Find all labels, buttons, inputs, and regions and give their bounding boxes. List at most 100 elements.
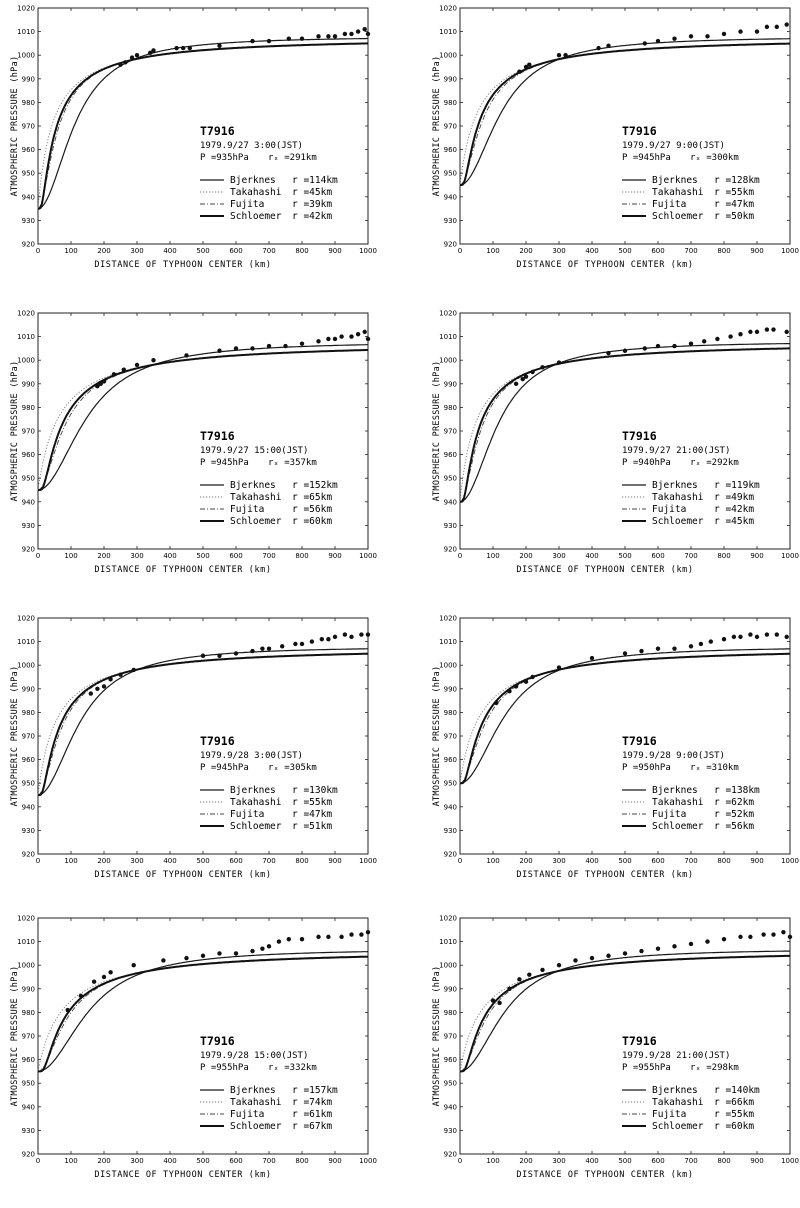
observation-point [764, 24, 770, 30]
y-axis-label: ATMOSPHERIC PRESSURE (hPa) [432, 666, 442, 807]
x-tick-label: 300 [130, 247, 143, 255]
x-tick-label: 100 [64, 247, 77, 255]
x-tick-label: 1000 [359, 1157, 377, 1165]
observation-point [530, 369, 535, 375]
y-tick-label: 950 [22, 475, 35, 483]
x-tick-label: 100 [486, 1157, 499, 1165]
observation-point [754, 29, 760, 34]
series-curve-takahashi [37, 653, 368, 796]
y-tick-label: 970 [22, 123, 35, 131]
observation-point [365, 929, 371, 935]
observation-point [101, 974, 107, 980]
series-curve-fujita [37, 349, 369, 491]
y-axis-label: ATMOSPHERIC PRESSURE (hPa) [10, 361, 20, 502]
x-tick-label: 500 [196, 247, 209, 255]
observation-point [108, 970, 113, 975]
observation-point [129, 55, 135, 60]
y-tick-label: 1000 [17, 962, 35, 970]
y-tick-label: 1000 [17, 357, 35, 365]
x-tick-label: 700 [684, 1157, 697, 1165]
y-tick-label: 960 [22, 1056, 35, 1064]
x-tick-label: 1000 [781, 247, 799, 255]
y-tick-label: 1010 [439, 28, 457, 36]
observation-point [702, 339, 707, 344]
observation-point [276, 939, 282, 944]
legend-label: Bjerknes [652, 785, 698, 796]
legend-label: Fujita [652, 1109, 686, 1120]
x-tick-label: 400 [585, 247, 598, 255]
central-pressure: P =935hPa [200, 153, 249, 163]
observation-point [266, 343, 272, 349]
y-tick-label: 1010 [17, 938, 35, 946]
x-axis-label: DISTANCE OF TYPHOON CENTER (km) [516, 565, 693, 575]
x-tick-label: 800 [295, 857, 308, 865]
central-pressure: P =945hPa [622, 153, 671, 163]
observation-point [108, 677, 113, 682]
y-tick-label: 980 [22, 99, 35, 107]
observation-point [513, 381, 519, 386]
y-tick-label: 1020 [17, 5, 35, 13]
y-tick-label: 1000 [439, 357, 457, 365]
x-tick-label: 500 [196, 552, 209, 560]
observation-point [784, 22, 789, 27]
observation-point [573, 958, 578, 963]
x-tick-label: 1000 [781, 1157, 799, 1165]
observation-point [540, 365, 545, 370]
y-tick-label: 930 [444, 1127, 457, 1135]
legend-label: Bjerknes [652, 175, 698, 186]
y-tick-label: 940 [22, 1103, 35, 1111]
x-tick-label: 0 [458, 857, 462, 865]
legend-radius: r =47km [292, 809, 332, 820]
observation-point [123, 60, 128, 65]
legend-label: Takahashi [652, 492, 704, 503]
x-tick-label: 0 [458, 247, 462, 255]
observation-point [184, 353, 189, 358]
y-tick-label: 1020 [17, 615, 35, 623]
y-tick-label: 930 [22, 217, 35, 225]
x-axis-label: DISTANCE OF TYPHOON CENTER (km) [94, 260, 271, 270]
observation-point [217, 43, 222, 48]
legend-radius: r =74km [292, 1097, 332, 1108]
legend-radius: r =138km [714, 785, 760, 796]
typhoon-id: T7916 [622, 124, 657, 138]
observation-point [332, 336, 338, 342]
central-pressure: P =950hPa [622, 763, 671, 773]
observation-point [148, 50, 153, 56]
observation-point [283, 343, 288, 349]
series-curve-bjerknes [459, 950, 791, 1072]
observation-point [596, 45, 601, 51]
x-tick-label: 100 [486, 552, 499, 560]
observation-point [362, 329, 367, 335]
x-tick-label: 400 [163, 1157, 176, 1165]
x-axis-label: DISTANCE OF TYPHOON CENTER (km) [94, 870, 271, 880]
observation-point [266, 944, 272, 949]
x-tick-label: 700 [262, 1157, 275, 1165]
legend-label: Takahashi [652, 797, 704, 808]
legend-label: Takahashi [230, 1097, 282, 1108]
observation-time: 1979.9/28 3:00(JST) [200, 751, 303, 761]
observation-point [88, 691, 94, 696]
y-tick-label: 1000 [17, 52, 35, 60]
observation-point [266, 38, 272, 44]
x-tick-label: 500 [618, 857, 631, 865]
y-tick-label: 950 [444, 1080, 457, 1088]
x-tick-label: 600 [651, 1157, 664, 1165]
observation-point [365, 632, 371, 637]
y-tick-label: 990 [444, 985, 457, 993]
series-curve-bjerknes [37, 648, 368, 796]
series-curve-fujita [37, 652, 368, 796]
observation-point [365, 31, 371, 37]
y-tick-label: 1020 [17, 310, 35, 318]
y-tick-label: 940 [444, 1103, 457, 1111]
observation-point [349, 334, 354, 339]
observation-point [299, 641, 305, 647]
y-axis-label: ATMOSPHERIC PRESSURE (hPa) [432, 966, 442, 1107]
observation-point [131, 963, 136, 968]
x-tick-label: 300 [552, 857, 565, 865]
typhoon-id: T7916 [622, 1034, 657, 1048]
y-axis-label: ATMOSPHERIC PRESSURE (hPa) [10, 966, 20, 1107]
x-tick-label: 700 [684, 247, 697, 255]
observation-point [738, 29, 743, 34]
x-tick-label: 0 [458, 1157, 462, 1165]
central-pressure: P =945hPa [200, 458, 249, 468]
